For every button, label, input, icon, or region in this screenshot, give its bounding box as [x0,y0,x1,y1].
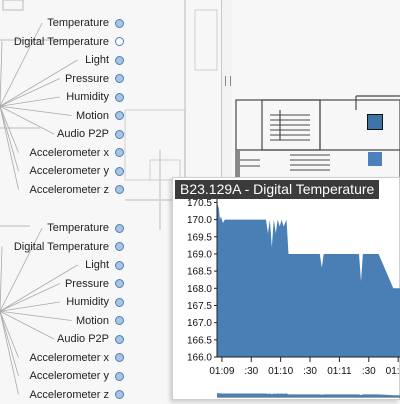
sensor-label: Light [85,54,109,66]
sensor-label: Audio P2P [57,333,109,345]
sensor-item[interactable]: Accelerometer z [30,181,124,199]
sensor-item[interactable]: Motion [76,312,124,330]
sensor-toggle-dot[interactable] [115,371,124,381]
x-tick-label: 01:09 [209,366,234,377]
y-tick-label: 169.0 [187,249,212,260]
sensor-item[interactable]: Temperature [47,14,124,32]
y-tick-label: 168.5 [187,267,212,278]
sensor-item[interactable]: Humidity [66,88,124,106]
sensor-toggle-dot[interactable] [115,279,124,288]
sensor-item[interactable]: Digital Temperature [14,33,124,51]
sensor-toggle-dot[interactable] [115,316,124,325]
x-tick-label: 01:10 [268,366,293,377]
sensor-item[interactable]: Motion [76,107,124,125]
x-tick-label: :30 [362,366,376,377]
sensor-toggle-dot[interactable] [115,390,124,399]
sensor-item[interactable]: Digital Temperature [14,238,124,256]
vertical-grip-icon[interactable] [225,76,231,86]
sensor-item[interactable]: Audio P2P [57,125,124,143]
y-tick-label: 169.5 [187,232,212,243]
sensor-label: Accelerometer y [29,165,109,177]
sensor-item[interactable]: Humidity [66,293,124,311]
sensor-item[interactable]: Pressure [65,70,124,88]
sensor-label: Humidity [66,296,109,308]
sensor-label: Temperature [47,17,109,29]
sensor-toggle-dot[interactable] [115,185,124,194]
sensor-label: Humidity [66,91,109,103]
sensor-label: Accelerometer z [29,183,109,196]
digital-temperature-chart: 170.5 170.0 169.5 169.0 168.5 168.0 167.5 167.0… [187,196,400,398]
sensor-item[interactable]: Audio P2P [57,330,124,348]
sensor-label: Light [85,259,109,271]
sensor-label: Pressure [64,277,109,290]
sensor-toggle-dot[interactable] [115,166,124,176]
chart-title: B23.129A - Digital Temperature [175,180,380,199]
sensor-toggle-dot[interactable] [115,18,124,28]
sensor-item[interactable]: Pressure [65,275,124,293]
sensor-item[interactable]: Light [85,256,124,274]
sensor-toggle-dot[interactable] [115,92,124,102]
sensor-marker-selected[interactable] [367,114,383,130]
sensor-toggle-dot[interactable] [115,111,124,120]
y-tick-label: 167.0 [187,318,212,329]
sensor-toggle-dot[interactable] [115,353,124,362]
sensor-label: Accelerometer z [29,388,109,401]
sensor-label: Accelerometer x [29,351,109,364]
panel-splitter[interactable] [221,0,232,180]
sensor-toggle-dot[interactable] [115,37,124,46]
sensor-label: Accelerometer x [29,146,109,159]
sensor-label: Digital Temperature [13,35,109,48]
y-tick-label: 170.5 [187,198,212,209]
x-tick-label: :30 [303,366,317,377]
sensor-label: Motion [75,314,109,327]
y-tick-label: 170.0 [187,215,212,226]
sensor-toggle-dot[interactable] [115,334,124,344]
sensor-item[interactable]: Temperature [47,219,124,237]
sensor-toggle-dot[interactable] [115,242,124,251]
sensor-item[interactable]: Accelerometer x [30,349,124,367]
sensor-label: Accelerometer y [29,370,109,382]
chart-popup: 170.5 170.0 169.5 169.0 168.5 168.0 167.5 167.0… [172,177,400,400]
sensor-toggle-dot[interactable] [115,260,124,270]
sensor-item[interactable]: Accelerometer y [30,367,124,385]
sensor-toggle-dot[interactable] [115,74,124,83]
sensor-toggle-dot[interactable] [115,55,124,65]
sensor-label: Pressure [64,72,109,85]
x-tick-label: 01:12 [386,366,400,377]
sensor-marker[interactable] [368,152,382,166]
sensor-toggle-dot[interactable] [115,129,124,139]
y-tick-label: 166.0 [187,353,212,364]
sensor-item[interactable]: Accelerometer y [30,162,124,180]
y-tick-label: 167.5 [187,301,212,312]
sensor-label: Temperature [47,222,109,234]
x-tick-label: 01:11 [327,366,352,377]
sensor-toggle-dot[interactable] [115,223,124,233]
series-area [217,202,400,357]
sensor-item[interactable]: Accelerometer x [30,144,124,162]
sensor-item[interactable]: Light [85,51,124,69]
y-tick-label: 166.5 [187,335,212,346]
navigator-series[interactable] [217,393,400,397]
sensor-toggle-dot[interactable] [115,297,124,307]
sensor-label: Audio P2P [57,128,109,140]
sensor-label: Digital Temperature [13,240,109,253]
sensor-toggle-dot[interactable] [115,148,124,157]
sensor-label: Motion [75,109,109,122]
x-tick-label: :30 [244,366,258,377]
sensor-item[interactable]: Accelerometer z [30,386,124,404]
y-tick-label: 168.0 [187,284,212,295]
